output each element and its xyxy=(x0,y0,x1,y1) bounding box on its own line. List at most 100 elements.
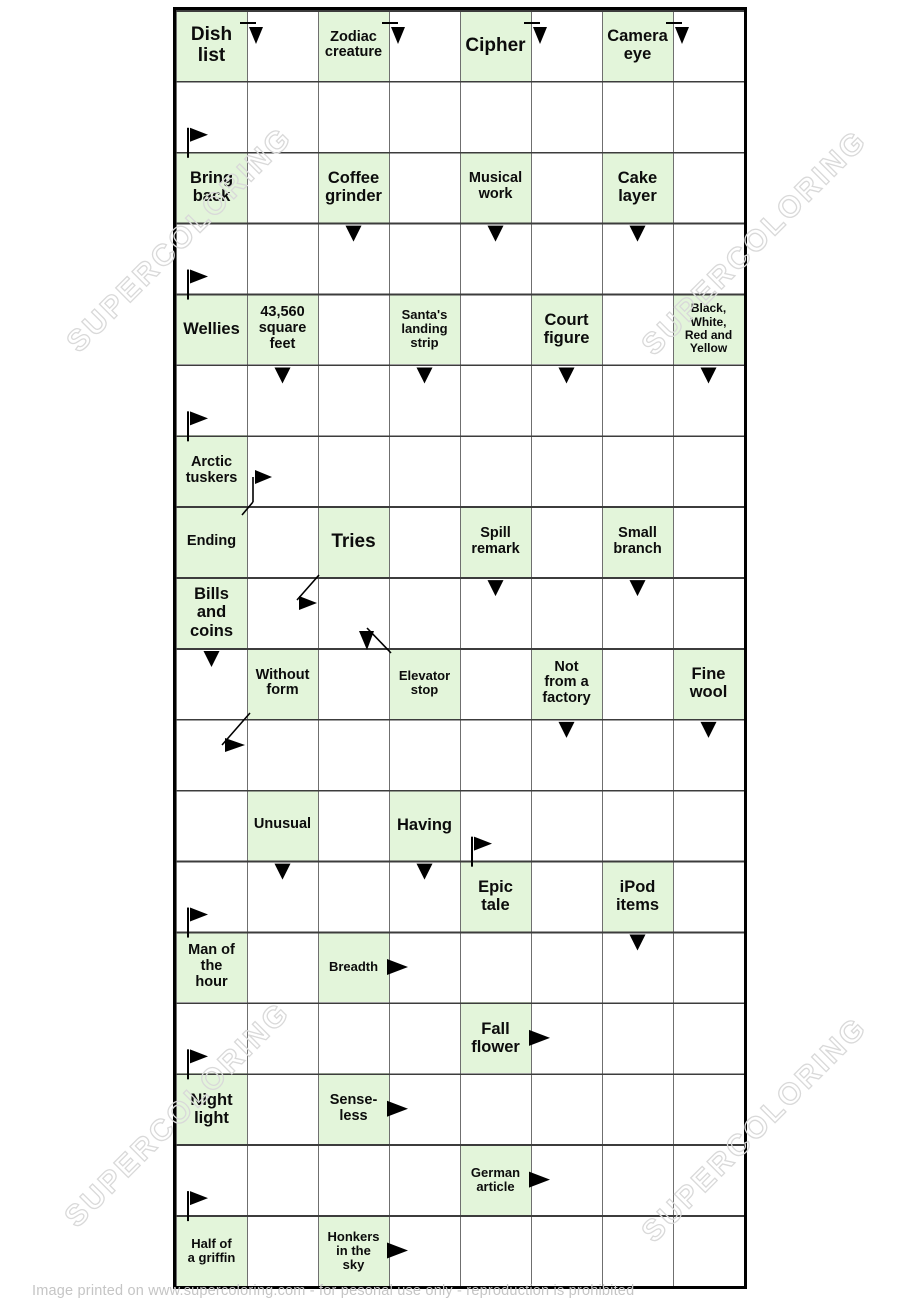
clue-cell: Arctic tuskers xyxy=(176,435,247,507)
arrow-overlay xyxy=(187,22,717,1259)
clue-cell: Man of the hour xyxy=(176,931,247,1003)
clue-text: Spill remark xyxy=(471,524,520,557)
elevator-entry-arrow xyxy=(359,631,374,650)
tries-entry-arrow xyxy=(299,596,317,610)
clue-text: Honkers in the sky xyxy=(327,1228,380,1272)
entry-right-arrow xyxy=(474,836,492,851)
down-arrow xyxy=(700,367,717,384)
clue-cell: Cipher xyxy=(460,10,531,81)
clue-cell: Tries xyxy=(318,506,389,578)
clue-text: Bills and coins xyxy=(189,585,234,640)
down-arrow xyxy=(274,367,291,384)
down-arrow xyxy=(558,367,575,384)
entry-down-arrow xyxy=(675,27,689,44)
clue-text: Bring back xyxy=(189,169,234,206)
entry-down-arrow xyxy=(533,27,547,44)
clue-cell: Cake layer xyxy=(602,151,673,223)
clue-text: Breadth xyxy=(328,958,379,974)
clue-cell: Ending xyxy=(176,506,247,578)
clue-text: 43,560 square feet xyxy=(258,304,307,352)
entry-down-arrow xyxy=(391,27,405,44)
clue-text: Fine wool xyxy=(689,665,728,702)
clue-text: Cake layer xyxy=(617,169,658,206)
clue-text: Wellies xyxy=(183,319,240,338)
clue-text: Arctic tuskers xyxy=(185,453,238,486)
clue-cell: Sense- less xyxy=(318,1073,389,1145)
clue-text: iPod items xyxy=(615,877,660,915)
exit-right-arrow xyxy=(387,1242,408,1259)
clue-text: Fall flower xyxy=(471,1019,520,1056)
clue-text: Dish list xyxy=(190,24,233,67)
clue-text: Elevator stop xyxy=(398,668,451,698)
clue-text: Sense- less xyxy=(329,1091,378,1124)
exit-right-arrow xyxy=(387,1100,408,1117)
down-arrow xyxy=(629,225,646,242)
clue-cell: Black, White, Red and Yellow xyxy=(673,293,744,365)
clue-text: Ending xyxy=(186,532,237,549)
clue-text: Small branch xyxy=(613,524,662,557)
without-form-entry-arrow xyxy=(221,712,251,746)
clue-cell: Santa's landing strip xyxy=(389,293,460,365)
clue-text: Musical work xyxy=(468,170,523,203)
clue-cell: Wellies xyxy=(176,293,247,365)
clue-cell: Without form xyxy=(247,648,318,719)
clue-cell: Honkers in the sky xyxy=(318,1215,389,1286)
ending-entry-arrow xyxy=(255,470,272,484)
clue-cell: Court figure xyxy=(531,293,602,365)
exit-right-arrow xyxy=(529,1171,550,1188)
entry-right-arrow xyxy=(190,411,208,426)
clue-cell: Elevator stop xyxy=(389,648,460,719)
clue-cell: Dish list xyxy=(176,10,247,81)
ending-entry-arrow xyxy=(241,501,254,516)
down-arrow xyxy=(274,863,291,880)
clue-text: Court figure xyxy=(543,310,590,347)
clue-cell: Not from a factory xyxy=(531,648,602,719)
crossword-grid: Dish list Zodiac creature Cipher Camera eye… xyxy=(173,7,747,1289)
down-arrow xyxy=(345,225,362,242)
clue-cell: Fall flower xyxy=(460,1002,531,1074)
clue-cell: Breadth xyxy=(318,931,389,1003)
clue-cell: 43,560 square feet xyxy=(247,293,318,365)
entry-right-arrow xyxy=(190,269,208,284)
entry-right-arrow xyxy=(190,127,208,142)
down-arrow xyxy=(629,934,646,951)
clue-cell: Small branch xyxy=(602,506,673,578)
clue-text: Not from a factory xyxy=(542,658,591,707)
entry-right-arrow xyxy=(190,907,208,922)
down-arrow xyxy=(416,367,433,384)
clue-cell: Night light xyxy=(176,1073,247,1145)
clue-cell: iPod items xyxy=(602,860,673,932)
elevator-entry-arrow xyxy=(366,627,392,654)
entry-down-arrow xyxy=(249,27,263,44)
clue-cell: Camera eye xyxy=(602,10,673,81)
clue-text: German article xyxy=(470,1164,521,1194)
entry-right-arrow xyxy=(190,1049,208,1064)
clue-text: Coffee grinder xyxy=(325,169,382,206)
clue-text: Epic tale xyxy=(478,877,513,915)
clue-cell: Bills and coins xyxy=(176,577,247,648)
down-arrow xyxy=(203,651,220,667)
clue-text: Black, White, Red and Yellow xyxy=(684,301,733,356)
footer-credit: Image printed on www.supercoloring.com -… xyxy=(32,1283,635,1299)
clue-text: Having xyxy=(396,816,452,835)
clue-text: Unusual xyxy=(253,816,312,833)
clue-text: Zodiac creature xyxy=(324,28,383,61)
clue-cells-layer: Dish list Zodiac creature Cipher Camera eye… xyxy=(176,10,744,1286)
down-arrow xyxy=(487,580,504,597)
clue-cell: Epic tale xyxy=(460,860,531,932)
down-arrow xyxy=(558,721,575,738)
clue-cell: Half of a griffin xyxy=(176,1215,247,1286)
clue-text: Camera eye xyxy=(607,27,668,64)
clue-cell: German article xyxy=(460,1144,531,1216)
clue-text: Without form xyxy=(255,666,310,699)
clue-cell: Unusual xyxy=(247,789,318,861)
exit-right-arrow xyxy=(387,959,408,975)
clue-text: Tries xyxy=(331,531,376,553)
tries-entry-arrow xyxy=(296,574,320,601)
clue-text: Santa's landing strip xyxy=(401,306,448,350)
clue-cell: Bring back xyxy=(176,151,247,223)
clue-text: Half of a griffin xyxy=(187,1235,236,1265)
down-arrow xyxy=(487,225,504,242)
down-arrow xyxy=(416,863,433,880)
